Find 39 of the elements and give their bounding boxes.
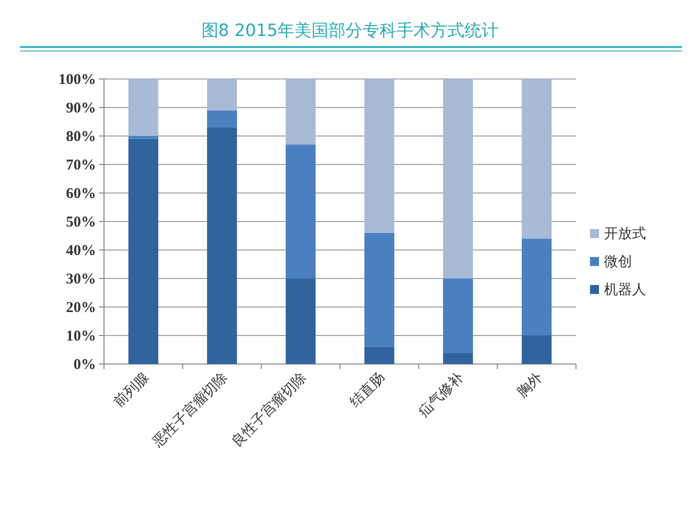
y-tick-label: 90% — [66, 100, 96, 116]
bar — [443, 79, 473, 278]
y-tick-label: 80% — [66, 129, 96, 145]
bar — [286, 79, 316, 145]
y-tick-label: 0% — [74, 357, 96, 373]
bar — [443, 352, 473, 364]
bar — [128, 136, 158, 139]
bar — [207, 110, 237, 128]
bar — [443, 278, 473, 353]
bar — [522, 79, 552, 239]
y-tick-label: 20% — [66, 300, 96, 316]
y-tick-label: 50% — [66, 214, 96, 230]
bar — [128, 79, 158, 136]
bar — [364, 232, 394, 347]
x-tick-label: 良性子宫瘤切除 — [228, 370, 310, 450]
x-tick-label: 胸外 — [514, 370, 546, 401]
y-tick-label: 60% — [66, 186, 96, 202]
legend-label: 微创 — [604, 254, 632, 270]
y-tick-label: 40% — [66, 243, 96, 259]
bar — [286, 144, 316, 278]
legend-label: 机器人 — [604, 282, 646, 298]
legend-label: 开放式 — [604, 226, 646, 242]
x-tick-label: 前列腺 — [111, 370, 152, 411]
bar — [207, 79, 237, 110]
bar — [364, 79, 394, 233]
x-tick-label: 结直肠 — [347, 370, 388, 411]
y-tick-label: 10% — [66, 328, 96, 344]
x-tick-label: 疝气修补 — [416, 370, 467, 420]
y-tick-label: 70% — [66, 158, 96, 174]
bar — [286, 278, 316, 364]
chart-title: 图8 2015年美国部分专科手术方式统计 — [201, 21, 499, 41]
y-tick-label: 100% — [58, 72, 96, 88]
bar — [364, 346, 394, 364]
y-tick-label: 30% — [66, 272, 96, 288]
x-tick-label: 恶性子宫瘤切除 — [150, 370, 231, 451]
bar — [522, 238, 552, 336]
bar — [522, 336, 552, 364]
bar — [207, 127, 237, 364]
bar — [128, 138, 158, 364]
